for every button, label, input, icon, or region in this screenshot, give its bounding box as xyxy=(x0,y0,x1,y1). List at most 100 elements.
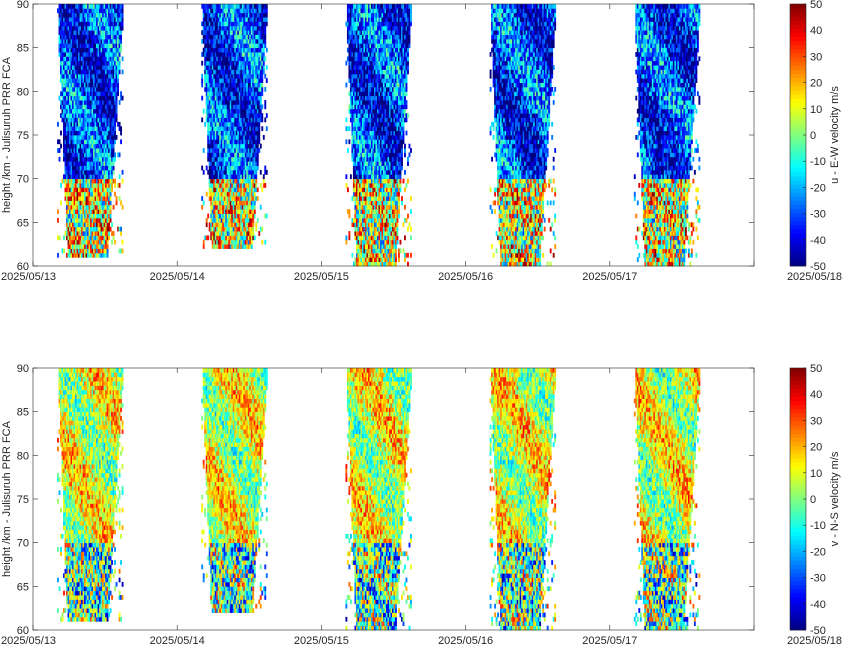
heatmap-cell xyxy=(264,39,266,44)
heatmap-cell xyxy=(261,240,263,245)
heatmap-cell xyxy=(119,61,121,66)
heatmap-cell xyxy=(59,139,61,144)
heatmap-cell xyxy=(114,179,116,184)
heatmap-cell xyxy=(116,196,118,201)
heatmap-cell xyxy=(107,240,109,245)
heatmap-cell xyxy=(203,240,205,245)
heatmap-cell xyxy=(110,209,112,214)
heatmap-cell xyxy=(252,218,254,223)
heatmap-cell xyxy=(266,21,268,26)
heatmap-cell xyxy=(345,139,347,144)
heatmap-cell xyxy=(264,183,266,188)
heatmap-cell xyxy=(266,170,268,175)
heatmap-cell xyxy=(111,174,113,179)
heatmap-cell xyxy=(60,183,62,188)
heatmap-cell xyxy=(201,78,203,83)
heatmap-cell xyxy=(252,231,254,236)
heatmap-cell xyxy=(113,148,115,153)
heatmap-cell xyxy=(348,235,350,240)
heatmap-cell xyxy=(107,249,109,254)
heatmap-cell xyxy=(122,205,124,210)
heatmap-cell xyxy=(254,209,256,214)
heatmap-cell xyxy=(111,222,113,227)
heatmap-cell xyxy=(255,227,257,232)
heatmap-cell xyxy=(120,39,122,44)
heatmap-cell xyxy=(258,126,260,131)
heatmap-cell xyxy=(257,166,259,171)
heatmap-cell xyxy=(107,253,109,258)
heatmap-cell xyxy=(60,131,62,136)
heatmap-cell xyxy=(116,113,118,118)
heatmap-cell xyxy=(108,235,110,240)
heatmap-cell xyxy=(266,113,268,118)
heatmap-cell xyxy=(261,91,263,96)
heatmap-cell xyxy=(203,109,205,114)
heatmap-cell xyxy=(260,170,262,175)
heatmap-cell xyxy=(263,174,265,179)
heatmap-cell xyxy=(111,183,113,188)
heatmap-cell xyxy=(264,87,266,92)
heatmap-cell xyxy=(108,222,110,227)
heatmap-cell xyxy=(116,109,118,114)
heatmap-cell xyxy=(254,192,256,197)
heatmap-cell xyxy=(120,43,122,48)
heatmap-cell xyxy=(117,74,119,79)
heatmap-cell xyxy=(60,144,62,149)
heatmap-cell xyxy=(122,249,124,254)
heatmap-cell xyxy=(117,83,119,88)
heatmap-cell xyxy=(266,78,268,83)
heatmap-cell xyxy=(348,139,350,144)
heatmap-cell xyxy=(264,35,266,40)
heatmap-cell xyxy=(201,196,203,201)
heatmap-cell xyxy=(264,100,266,105)
heatmap-cell xyxy=(203,244,205,249)
heatmap-cell xyxy=(207,214,209,219)
heatmap-cell xyxy=(264,43,266,48)
heatmap-cell xyxy=(119,196,121,201)
heatmap-cell xyxy=(254,201,256,206)
heatmap-cell xyxy=(345,83,347,88)
heatmap-cell xyxy=(345,235,347,240)
heatmap-cell xyxy=(114,122,116,127)
heatmap-cell xyxy=(255,170,257,175)
heatmap-cell xyxy=(345,118,347,123)
heatmap-cell xyxy=(206,218,208,223)
heatmap-cell xyxy=(257,218,259,223)
heatmap-cell xyxy=(116,118,118,123)
heatmap-cell xyxy=(258,122,260,127)
heatmap-cell xyxy=(204,122,206,127)
heatmap-cell xyxy=(255,222,257,227)
heatmap-cell xyxy=(345,240,347,245)
heatmap-cell xyxy=(257,196,259,201)
heatmap-cell xyxy=(266,13,268,18)
heatmap-cell xyxy=(116,104,118,109)
heatmap-cell xyxy=(114,126,116,131)
heatmap-cell xyxy=(201,205,203,210)
heatmap-cell xyxy=(113,161,115,166)
heatmap-cell xyxy=(122,4,124,9)
heatmap-cell xyxy=(266,17,268,22)
heatmap-cell xyxy=(257,144,259,149)
heatmap-cell xyxy=(345,61,347,66)
heatmap-cell xyxy=(120,201,122,206)
heatmap-cell xyxy=(260,144,262,149)
u-velocity-panel: 2025/05/13 2025/05/14 2025/05/15 2025/05/16… xyxy=(1,0,842,283)
heatmap-cell xyxy=(201,83,203,88)
heatmap-cell xyxy=(255,183,257,188)
heatmap-cell xyxy=(59,157,61,162)
heatmap-cell xyxy=(201,118,203,123)
heatmap-cell xyxy=(255,179,257,184)
heatmap-cell xyxy=(119,174,121,179)
heatmap-cell xyxy=(258,139,260,144)
heatmap-cell xyxy=(261,78,263,83)
heatmap-cell xyxy=(257,187,259,192)
heatmap-cell xyxy=(251,240,253,245)
heatmap-cell xyxy=(206,166,208,171)
heatmap-cell xyxy=(258,148,260,153)
heatmap-cell xyxy=(257,152,259,157)
heatmap-cell xyxy=(120,48,122,53)
heatmap-cell xyxy=(263,52,265,57)
heatmap-cell xyxy=(110,192,112,197)
